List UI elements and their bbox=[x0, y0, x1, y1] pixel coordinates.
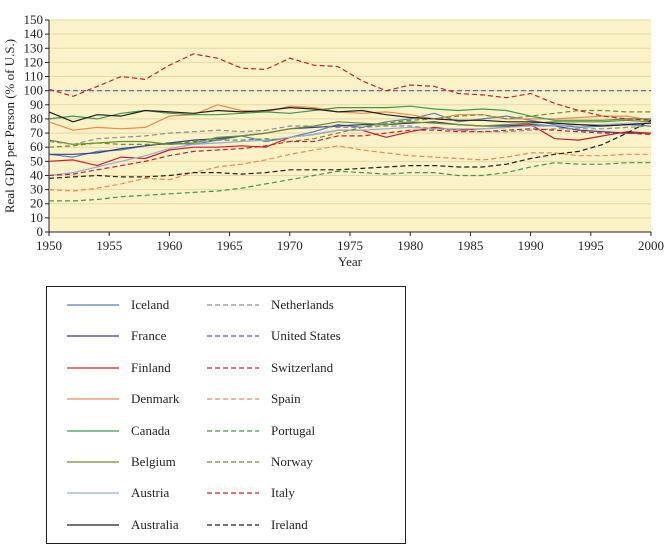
legend-item: Italy bbox=[207, 483, 295, 503]
legend-swatch bbox=[207, 524, 259, 526]
legend-item: Spain bbox=[207, 389, 301, 409]
legend-swatch bbox=[67, 461, 119, 463]
series-line-ireland bbox=[48, 119, 652, 179]
legend-item: Belgium bbox=[67, 452, 176, 472]
legend-label: Norway bbox=[271, 454, 313, 469]
legend-swatch bbox=[67, 335, 119, 338]
y-tick-label: 40 bbox=[30, 167, 43, 182]
y-tick-label: 90 bbox=[30, 97, 43, 112]
legend-swatch bbox=[207, 461, 259, 463]
legend-label: France bbox=[131, 328, 167, 344]
series-line-switzerland bbox=[48, 53, 652, 121]
legend-label: Canada bbox=[131, 422, 170, 438]
legend-label: Spain bbox=[271, 391, 301, 407]
series-line-australia bbox=[48, 106, 652, 127]
y-tick-label: 70 bbox=[30, 125, 43, 140]
x-tick-label: 1985 bbox=[457, 238, 483, 253]
legend: Iceland France Finland Denmark Canada Belgium… bbox=[46, 286, 406, 544]
y-tick-label: 0 bbox=[37, 224, 44, 239]
legend-item: Iceland bbox=[67, 295, 169, 315]
y-tick-label: 130 bbox=[24, 40, 44, 55]
legend-item: Norway bbox=[207, 452, 313, 472]
y-tick-label: 30 bbox=[30, 182, 43, 197]
legend-item: Portugal bbox=[207, 421, 315, 441]
x-axis-title: Year bbox=[338, 254, 363, 269]
y-tick-label: 100 bbox=[24, 83, 44, 98]
x-tick-label: 1955 bbox=[96, 238, 122, 253]
legend-item: Australia bbox=[67, 515, 179, 535]
legend-label: Finland bbox=[131, 359, 171, 375]
legend-swatch bbox=[67, 398, 119, 400]
series-line-denmark bbox=[48, 104, 652, 131]
legend-label: Denmark bbox=[131, 391, 180, 407]
x-tick-label: 1995 bbox=[578, 238, 604, 253]
legend-item: Finland bbox=[67, 358, 171, 378]
y-tick-label: 120 bbox=[24, 54, 44, 69]
legend-swatch bbox=[67, 429, 119, 432]
legend-swatch bbox=[67, 367, 119, 369]
legend-swatch bbox=[207, 429, 259, 432]
x-tick-label: 1970 bbox=[277, 238, 303, 253]
legend-label: Iceland bbox=[131, 297, 170, 312]
series-line-austria bbox=[48, 122, 651, 177]
chart-area: 0 10 20 30 40 50 60 70 80 90 100 110 120 130 140 150 195… bbox=[2, 12, 664, 269]
legend-label: Italy bbox=[271, 485, 295, 501]
legend-item: United States bbox=[207, 326, 341, 346]
legend-swatch bbox=[207, 367, 259, 369]
legend-item: Switzerland bbox=[207, 358, 333, 378]
series-line-portugal bbox=[49, 162, 651, 202]
y-tick-label: 80 bbox=[30, 111, 43, 126]
legend-item: France bbox=[67, 326, 166, 346]
legend-swatch bbox=[207, 492, 259, 495]
legend-item: Denmark bbox=[67, 389, 179, 409]
x-tick-label: 1975 bbox=[337, 238, 363, 253]
y-tick-label: 10 bbox=[30, 210, 43, 225]
x-tick-label: 1950 bbox=[36, 238, 62, 253]
legend-label: United States bbox=[271, 328, 341, 344]
x-tick-label: 1980 bbox=[397, 238, 423, 253]
series-line-spain bbox=[48, 145, 651, 192]
x-tick-label: 1965 bbox=[217, 238, 243, 253]
legend-label: Ireland bbox=[271, 516, 308, 532]
y-tick-label: 110 bbox=[24, 69, 43, 84]
legend-item: Ireland bbox=[207, 515, 308, 535]
legend-label: Portugal bbox=[271, 422, 316, 438]
legend-item: Netherlands bbox=[207, 295, 334, 315]
series-line-belgium bbox=[48, 119, 652, 145]
legend-label: Austria bbox=[131, 485, 170, 501]
legend-swatch bbox=[207, 398, 259, 400]
legend-item: Canada bbox=[67, 421, 170, 441]
legend-swatch bbox=[207, 335, 259, 338]
y-tick-label: 140 bbox=[24, 26, 44, 41]
legend-swatch bbox=[207, 304, 259, 306]
y-tick-label: 50 bbox=[30, 153, 43, 168]
series-line-italy bbox=[48, 128, 652, 177]
series-line-norway bbox=[48, 109, 651, 148]
y-tick-label: 20 bbox=[30, 196, 43, 211]
y-tick-label: 150 bbox=[24, 12, 44, 27]
y-tick-label: 60 bbox=[30, 139, 43, 154]
legend-swatch bbox=[67, 492, 119, 495]
legend-label: Australia bbox=[131, 516, 179, 532]
legend-label: Belgium bbox=[131, 454, 176, 469]
y-axis-title: Real GDP per Person (% of U.S.) bbox=[2, 39, 17, 213]
legend-label: Netherlands bbox=[271, 297, 334, 312]
x-tick-label: 2000 bbox=[638, 238, 664, 253]
x-tick-label: 1990 bbox=[518, 238, 544, 253]
legend-item: Austria bbox=[67, 483, 169, 503]
legend-label: Switzerland bbox=[271, 359, 334, 375]
legend-swatch bbox=[67, 524, 119, 526]
x-tick-label: 1960 bbox=[156, 238, 182, 253]
legend-swatch bbox=[67, 304, 119, 306]
